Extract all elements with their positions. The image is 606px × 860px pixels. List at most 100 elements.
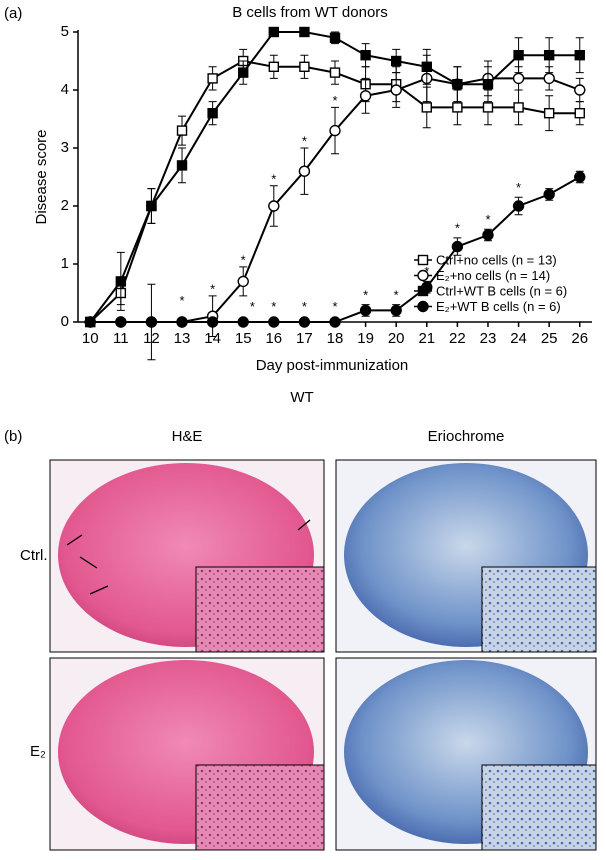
marker xyxy=(513,102,524,113)
marker xyxy=(543,50,555,61)
marker xyxy=(482,102,494,113)
marker xyxy=(299,26,310,38)
x-tick-label: 17 xyxy=(296,330,313,347)
legend-label: Ctrl+no cells (n = 13) xyxy=(436,252,557,267)
marker xyxy=(451,240,464,253)
marker xyxy=(543,72,555,85)
significance: * xyxy=(394,287,399,302)
significance: * xyxy=(332,93,337,108)
significance: * xyxy=(241,253,246,268)
marker xyxy=(390,55,402,67)
marker xyxy=(299,61,310,72)
x-axis-label: Day post-immunization xyxy=(256,357,409,374)
marker xyxy=(329,32,341,43)
marker xyxy=(360,50,371,61)
x-tick-label: 16 xyxy=(265,330,282,347)
marker xyxy=(512,72,525,85)
marker xyxy=(329,316,341,328)
significance: * xyxy=(271,171,276,186)
y-tick-label: 0 xyxy=(61,313,69,330)
marker xyxy=(237,275,249,288)
marker xyxy=(145,316,158,328)
marker xyxy=(298,165,311,177)
x-tick-label: 10 xyxy=(82,330,99,347)
x-tick-label: 19 xyxy=(357,330,374,347)
marker xyxy=(421,61,432,72)
x-tick-label: 25 xyxy=(541,330,558,347)
marker xyxy=(421,102,432,113)
marker xyxy=(452,102,463,113)
y-axis-label: Disease score xyxy=(33,129,50,224)
significance: * xyxy=(516,180,521,195)
marker xyxy=(543,107,555,119)
column-label: Eriochrome xyxy=(428,428,505,445)
y-tick-label: 1 xyxy=(61,255,69,272)
marker xyxy=(574,84,586,96)
significance: * xyxy=(179,293,184,308)
marker xyxy=(513,50,524,61)
significance: * xyxy=(455,221,460,236)
marker xyxy=(390,304,402,317)
marker xyxy=(329,67,341,78)
marker xyxy=(390,84,402,96)
x-tick-label: 23 xyxy=(480,330,497,347)
marker xyxy=(176,125,188,136)
y-tick-label: 2 xyxy=(61,197,69,214)
marker xyxy=(146,200,157,212)
marker xyxy=(176,316,188,328)
marker xyxy=(268,26,280,38)
significance: * xyxy=(250,299,255,314)
marker xyxy=(238,67,249,78)
marker xyxy=(115,316,127,328)
panel-label: (a) xyxy=(4,5,22,22)
significance: * xyxy=(302,299,307,314)
panel-label: (b) xyxy=(4,428,22,445)
marker xyxy=(417,269,429,282)
marker xyxy=(207,107,218,119)
significance: * xyxy=(363,287,368,302)
row-label: Ctrl. xyxy=(20,547,48,564)
marker xyxy=(512,200,525,212)
marker xyxy=(115,276,127,287)
marker xyxy=(237,316,249,328)
marker xyxy=(84,316,96,328)
micrograph xyxy=(49,657,325,851)
marker xyxy=(329,124,341,137)
marker xyxy=(417,254,429,266)
x-tick-label: 15 xyxy=(235,330,252,347)
significance: * xyxy=(302,134,307,149)
micrograph xyxy=(335,459,597,653)
marker xyxy=(574,50,585,61)
x-tick-label: 13 xyxy=(174,330,191,347)
marker xyxy=(298,316,311,328)
x-tick-label: 21 xyxy=(418,330,435,347)
legend-label: E₂+WT B cells (n = 6) xyxy=(436,299,561,314)
marker xyxy=(359,304,372,317)
marker xyxy=(268,316,280,328)
micrograph xyxy=(49,459,325,653)
marker xyxy=(482,229,494,241)
marker xyxy=(268,200,280,212)
marker xyxy=(359,90,372,102)
significance: * xyxy=(210,282,215,297)
marker xyxy=(482,78,494,90)
x-tick-label: 11 xyxy=(113,330,129,347)
marker xyxy=(176,160,188,171)
x-tick-label: 26 xyxy=(571,330,588,347)
marker xyxy=(417,300,429,313)
legend-label: E₂+no cells (n = 14) xyxy=(436,268,550,283)
y-tick-label: 3 xyxy=(61,139,69,156)
x-tick-label: 20 xyxy=(388,330,405,347)
marker xyxy=(206,316,219,328)
marker xyxy=(452,78,463,90)
row-label: E₂ xyxy=(30,743,46,760)
x-tick-label: 22 xyxy=(449,330,466,347)
significance: * xyxy=(485,212,490,227)
marker xyxy=(574,107,585,119)
significance: * xyxy=(332,299,337,314)
marker xyxy=(417,285,429,297)
column-label: H&E xyxy=(172,428,203,445)
marker xyxy=(574,171,586,183)
